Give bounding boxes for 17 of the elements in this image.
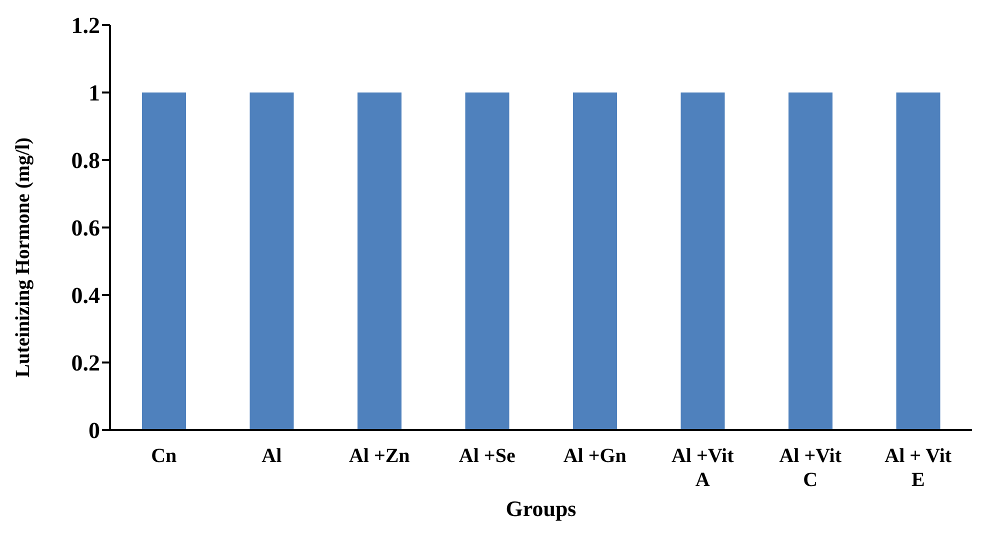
y-tick-label: 1.2 xyxy=(71,13,100,38)
y-tick-label: 0.8 xyxy=(71,148,100,174)
x-axis-title: Groups xyxy=(506,496,577,521)
y-tick-label: 0.6 xyxy=(71,216,100,241)
x-tick-label: Al xyxy=(262,445,282,467)
x-tick-label: Al + Vit E xyxy=(884,445,952,491)
y-axis-title: Luteinizing Hormone (mg/l) xyxy=(12,138,34,378)
y-tick-label: 0.2 xyxy=(71,350,100,376)
y-tick-label: 0.4 xyxy=(71,283,100,308)
x-tick-label: Cn xyxy=(151,445,177,467)
x-tick-label: Al +Se xyxy=(458,445,516,467)
y-tick-label: 0 xyxy=(88,418,100,444)
x-tick-label: Al +Vit C xyxy=(779,445,842,491)
x-tick-label: Al +Vit A xyxy=(671,445,734,491)
x-tick-label: Al +Zn xyxy=(348,445,410,467)
y-tick-label: 1 xyxy=(88,80,100,106)
x-tick-label: Al +Gn xyxy=(563,445,626,467)
